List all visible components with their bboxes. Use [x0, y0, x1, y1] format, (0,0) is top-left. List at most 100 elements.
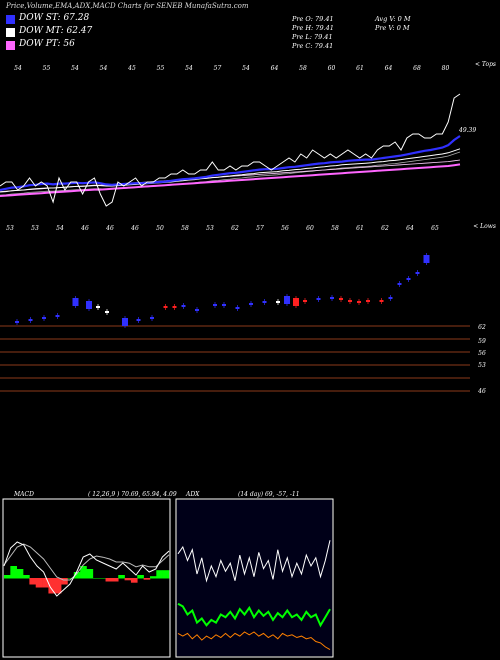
- level-label: 56: [478, 350, 486, 357]
- candle-body: [388, 297, 393, 299]
- top-tick-label: 54: [14, 65, 22, 72]
- candle-body: [172, 306, 177, 308]
- last-price-label: 49.39: [458, 127, 476, 134]
- pre-open: Pre O: 79.41: [292, 15, 334, 23]
- legend-dow-mt: DOW MT: 62.47: [6, 26, 156, 38]
- bottom-tick-label: 53: [31, 225, 39, 232]
- series-macd-line: [3, 541, 170, 597]
- candle-body: [249, 303, 253, 305]
- candle-body: [316, 298, 321, 300]
- top-tick-label: 54: [242, 65, 250, 72]
- macd-histogram-bar: [23, 575, 30, 579]
- candle-body: [213, 304, 217, 306]
- top-tick-label: 61: [356, 65, 364, 72]
- macd-params: ( 12,26,9 ) 70.69, 65.94, 4.09: [88, 491, 177, 498]
- bottom-tick-label: 58: [181, 225, 189, 232]
- pre-close: Pre C: 79.41: [292, 42, 334, 50]
- candle-body: [348, 300, 352, 302]
- tops-corner-label: < Tops: [475, 61, 496, 68]
- candle-body: [122, 318, 128, 326]
- top-tick-label: 60: [328, 65, 336, 72]
- series-minus-di-line: [177, 631, 331, 651]
- candle-body: [72, 298, 79, 306]
- series-adx-line: [177, 540, 331, 583]
- bottom-tick-label: 62: [381, 225, 389, 232]
- macd-histogram-bar: [67, 578, 75, 579]
- bottom-tick-label: 64: [406, 225, 414, 232]
- bottom-tick-label: 46: [105, 225, 114, 232]
- top-tick-label: 55: [157, 65, 165, 72]
- bottom-tick-label: 60: [306, 225, 314, 232]
- top-tick-label: 45: [127, 65, 136, 72]
- macd-histogram-bar: [99, 578, 106, 579]
- pre-low: Pre L: 79.41: [292, 33, 333, 41]
- avg-volume: Avg V: 0 M: [375, 15, 411, 23]
- series-signal-line: [3, 543, 170, 581]
- bottom-tick-label: 50: [156, 225, 164, 232]
- candle-body: [397, 283, 402, 285]
- candle-body: [366, 300, 370, 302]
- candle-body: [276, 301, 280, 303]
- macd-histogram-bar: [10, 566, 17, 579]
- adx-panel-bg: [177, 500, 332, 656]
- ema-aux-line: [0, 151, 461, 196]
- macd-histogram-bar: [162, 570, 170, 579]
- macd-histogram-bar: [61, 578, 68, 585]
- macd-histogram-bar: [54, 578, 62, 594]
- candle-body: [163, 306, 168, 308]
- bottom-tick-label: 65: [431, 225, 439, 232]
- candle-body: [150, 317, 154, 319]
- bottom-tick-label: 54: [56, 225, 64, 232]
- macd-histogram-bar: [105, 578, 113, 582]
- bottom-tick-label: 46: [80, 225, 89, 232]
- legend-swatch-icon: [6, 15, 15, 24]
- candle-body: [55, 315, 60, 317]
- legend-label: DOW PT: 56: [19, 39, 75, 49]
- macd-histogram-bar: [149, 576, 157, 579]
- macd-histogram-bar: [86, 569, 94, 579]
- candle-body: [105, 311, 109, 313]
- candle-body: [303, 300, 307, 302]
- candle-body: [136, 319, 141, 321]
- candle-body: [406, 278, 411, 280]
- legend-dow-st: DOW ST: 67.28: [6, 13, 156, 25]
- level-label: 62: [478, 324, 486, 331]
- candle-body: [339, 298, 343, 300]
- top-tick-label: 54: [185, 65, 193, 72]
- chart-title: Price,Volume,EMA,ADX,MACD Charts for SEN…: [6, 2, 249, 10]
- macd-histogram-bar: [124, 578, 132, 581]
- candle-body: [86, 301, 92, 309]
- macd-histogram-bar: [111, 578, 119, 582]
- adx-label: ADX: [185, 491, 200, 498]
- series-ema-short-line: [0, 135, 461, 192]
- candle-body: [235, 307, 240, 309]
- candle-body: [222, 304, 226, 306]
- candle-body: [28, 319, 33, 321]
- candle-body: [96, 306, 100, 308]
- macd-histogram-bar: [143, 578, 151, 580]
- series-ema-mid-line: [0, 148, 461, 193]
- top-tick-label: 64: [271, 65, 279, 72]
- candle-body: [293, 298, 299, 306]
- bottom-tick-label: 53: [206, 225, 214, 232]
- pre-high: Pre H: 79.41: [292, 24, 334, 32]
- series-plus-di-line: [177, 602, 331, 628]
- top-tick-label: 54: [100, 65, 108, 72]
- series-ema-long-line: [0, 163, 461, 197]
- macd-histogram-bar: [130, 578, 138, 583]
- bottom-tick-label: 53: [6, 225, 14, 232]
- bottom-tick-label: 46: [130, 225, 139, 232]
- macd-histogram-bar: [80, 566, 87, 579]
- level-label: 53: [478, 362, 486, 369]
- macd-histogram-bar: [73, 572, 81, 579]
- legend-swatch-icon: [6, 28, 15, 37]
- macd-histogram-bar: [29, 578, 37, 585]
- level-label: 59: [478, 338, 486, 345]
- level-label: 46: [477, 388, 486, 395]
- bottom-tick-label: 56: [281, 225, 289, 232]
- adx-params: (14 day) 69, -57, -11: [238, 491, 300, 498]
- lows-corner-label: < Lows: [473, 223, 496, 230]
- candle-body: [284, 296, 290, 304]
- macd-histogram-bar: [35, 578, 43, 588]
